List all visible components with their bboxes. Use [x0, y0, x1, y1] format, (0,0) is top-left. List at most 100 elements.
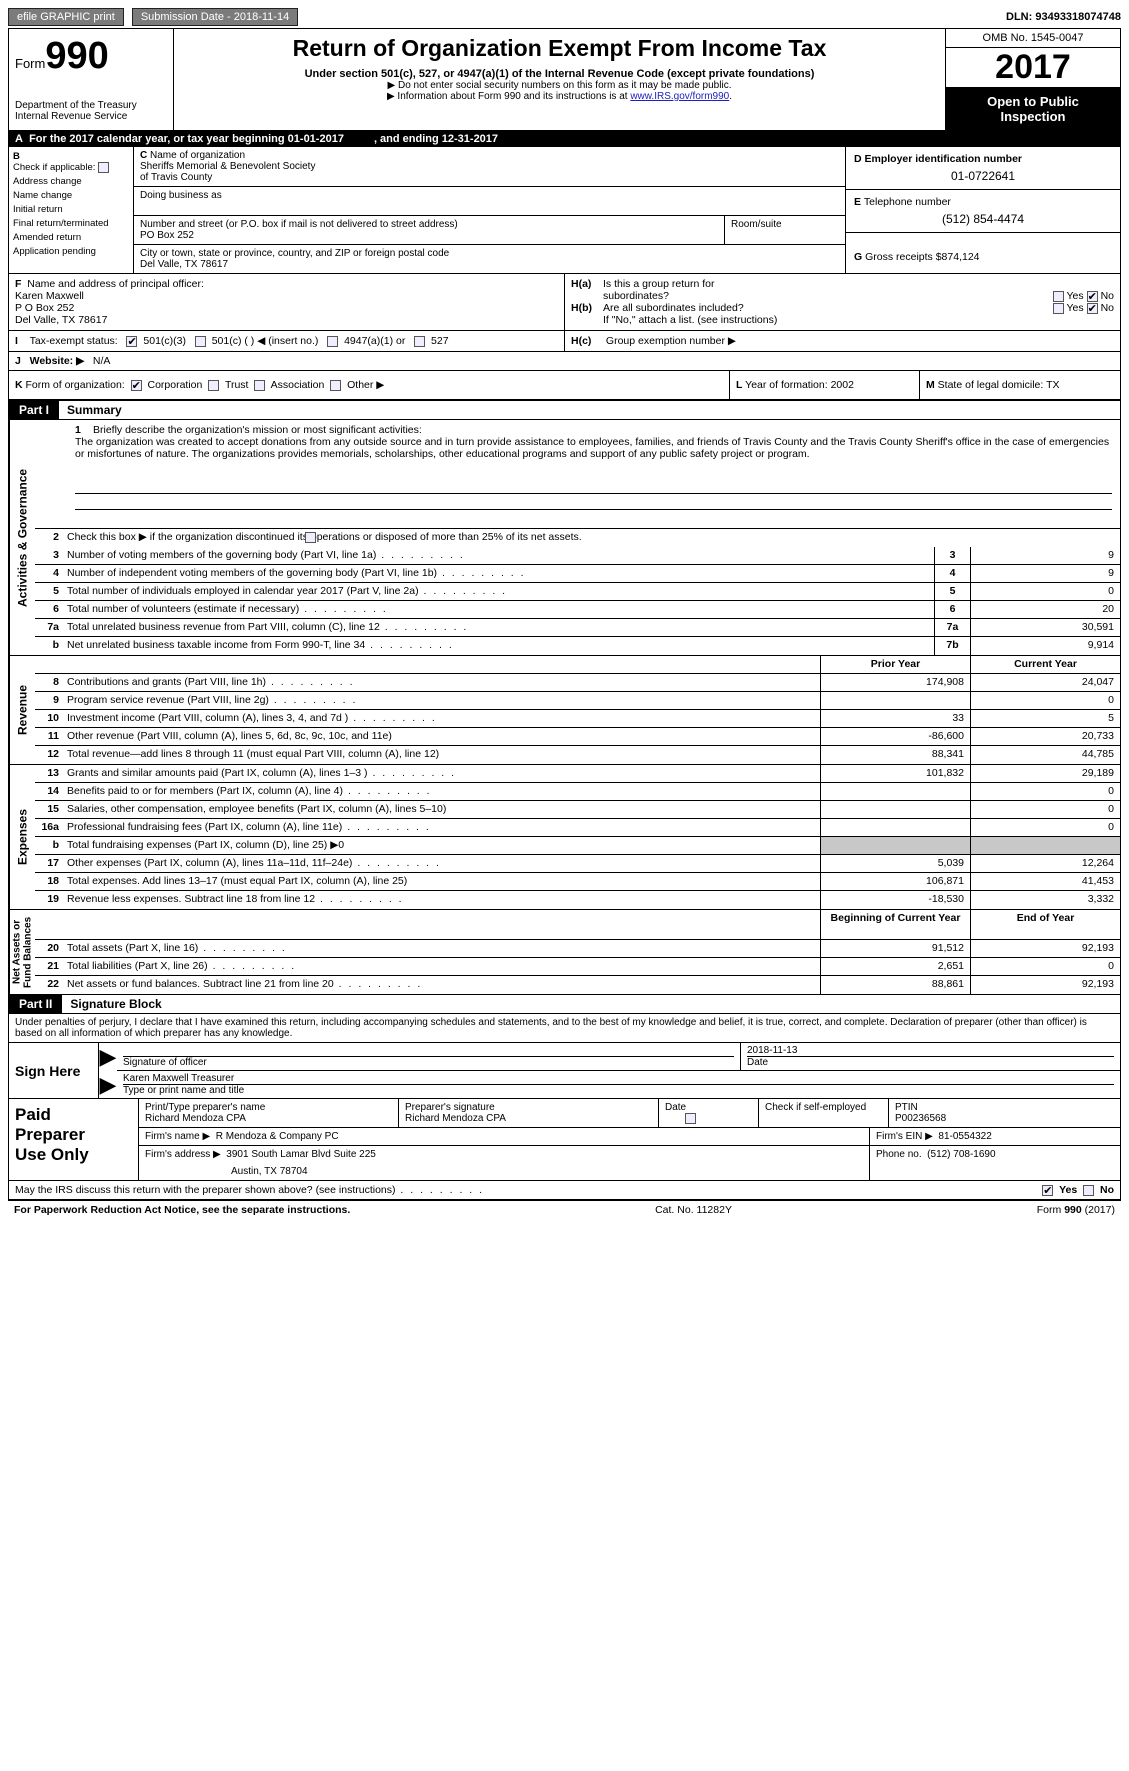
line-10-curr: 5 [970, 710, 1120, 727]
efile-button[interactable]: efile GRAPHIC print [8, 8, 124, 26]
line-7a-value: 30,591 [970, 619, 1120, 636]
col-b: B Check if applicable: Address change Na… [9, 147, 134, 273]
lbl-address-change: Address change [13, 176, 129, 187]
sign-here-label: Sign Here [9, 1043, 99, 1098]
line-8-prior: 174,908 [820, 674, 970, 691]
firm-name-value: R Mendoza & Company PC [216, 1131, 339, 1142]
top-bar: efile GRAPHIC print Submission Date - 20… [8, 8, 1121, 26]
line-20-curr: 92,193 [970, 940, 1120, 957]
website-label: Website: ▶ [30, 355, 85, 367]
line-18-prior: 106,871 [820, 873, 970, 890]
street-value: PO Box 252 [140, 230, 718, 241]
line-7a-text: Total unrelated business revenue from Pa… [63, 619, 934, 636]
state-domicile-label: State of legal domicile: [938, 379, 1044, 391]
paid-preparer-label: Paid Preparer Use Only [9, 1099, 139, 1180]
line-12-curr: 44,785 [970, 746, 1120, 764]
arrow-icon: ▶ [99, 1071, 117, 1098]
prep-sig-value: Richard Mendoza CPA [405, 1113, 652, 1124]
line-9-text: Program service revenue (Part VIII, line… [63, 692, 820, 709]
irs-link[interactable]: www.IRS.gov/form990 [630, 91, 729, 102]
row-a: A For the 2017 calendar year, or tax yea… [9, 131, 1120, 147]
lbl-amended-return: Amended return [13, 232, 129, 243]
state-domicile-value: TX [1046, 379, 1059, 391]
line-21-prior: 2,651 [820, 958, 970, 975]
city-value: Del Valle, TX 78617 [140, 259, 839, 270]
chk-501c[interactable] [195, 336, 206, 347]
line-3-value: 9 [970, 547, 1120, 564]
chk-527[interactable] [414, 336, 425, 347]
ha-no-checkbox[interactable] [1087, 291, 1098, 302]
line-13-text: Grants and similar amounts paid (Part IX… [63, 765, 820, 782]
line-6-value: 20 [970, 601, 1120, 618]
chk-other[interactable] [330, 380, 341, 391]
line-16a-curr: 0 [970, 819, 1120, 836]
open-to-public: Open to Public Inspection [946, 88, 1120, 130]
line-13-prior: 101,832 [820, 765, 970, 782]
line-14-prior [820, 783, 970, 800]
line-20-text: Total assets (Part X, line 16) [63, 940, 820, 957]
firm-name-label: Firm's name ▶ [145, 1131, 210, 1142]
line-17-curr: 12,264 [970, 855, 1120, 872]
line-15-curr: 0 [970, 801, 1120, 818]
line-3-text: Number of voting members of the governin… [63, 547, 934, 564]
sig-date-label: Date [747, 1057, 768, 1068]
discuss-no-checkbox[interactable] [1083, 1185, 1094, 1196]
chk-501c3[interactable] [126, 336, 137, 347]
no-label: No [1101, 290, 1114, 302]
mission-text: The organization was created to accept d… [75, 436, 1112, 478]
hb-yes-checkbox[interactable] [1053, 303, 1064, 314]
line-15-text: Salaries, other compensation, employee b… [63, 801, 820, 818]
lbl-app-pending: Application pending [13, 246, 129, 257]
side-net-assets: Net Assets or Fund Balances [9, 910, 35, 994]
line-22-prior: 88,861 [820, 976, 970, 994]
firm-addr1-value: 3901 South Lamar Blvd Suite 225 [226, 1149, 376, 1160]
line-19-text: Revenue less expenses. Subtract line 18 … [63, 891, 820, 909]
sig-officer-label: Signature of officer [123, 1057, 207, 1068]
prep-selfemp-label: Check if self-employed [765, 1102, 866, 1113]
chk-corp[interactable] [131, 380, 142, 391]
line-22-curr: 92,193 [970, 976, 1120, 994]
chk-line2[interactable] [305, 532, 316, 543]
discuss-text: May the IRS discuss this return with the… [15, 1184, 484, 1196]
line-11-curr: 20,733 [970, 728, 1120, 745]
arrow-icon: ▶ [99, 1043, 117, 1071]
phone-label: Telephone number [864, 196, 951, 208]
line-18-text: Total expenses. Add lines 13–17 (must eq… [63, 873, 820, 890]
lbl-final-return: Final return/terminated [13, 218, 129, 229]
firm-addr2-value: Austin, TX 78704 [145, 1160, 863, 1177]
check-applicable-label: Check if applicable: [13, 162, 95, 173]
line-15-prior [820, 801, 970, 818]
name-of-org-label: Name of organization [150, 150, 245, 161]
prep-name-value: Richard Mendoza CPA [145, 1113, 392, 1124]
line-19-prior: -18,530 [820, 891, 970, 909]
line-12-text: Total revenue—add lines 8 through 11 (mu… [63, 746, 820, 764]
dba-label: Doing business as [140, 190, 839, 201]
chk-self-employed[interactable] [685, 1113, 696, 1124]
year-formation-label: Year of formation: [745, 379, 828, 391]
line-22-text: Net assets or fund balances. Subtract li… [63, 976, 820, 994]
form-subtitle-3a: ▶ Information about Form 990 and its ins… [387, 91, 630, 102]
form-subtitle-3b: . [729, 91, 732, 102]
line-17-text: Other expenses (Part IX, column (A), lin… [63, 855, 820, 872]
line-18-curr: 41,453 [970, 873, 1120, 890]
sig-name-value: Karen Maxwell Treasurer [123, 1073, 1114, 1085]
line-14-text: Benefits paid to or for members (Part IX… [63, 783, 820, 800]
chk-trust[interactable] [208, 380, 219, 391]
chk-4947[interactable] [327, 336, 338, 347]
discuss-yes-checkbox[interactable] [1042, 1185, 1053, 1196]
hb-no-checkbox[interactable] [1087, 303, 1098, 314]
submission-date: Submission Date - 2018-11-14 [132, 8, 298, 26]
side-activities-governance: Activities & Governance [9, 420, 35, 655]
line-13-curr: 29,189 [970, 765, 1120, 782]
line-4-text: Number of independent voting members of … [63, 565, 934, 582]
checkbox-blank[interactable] [98, 162, 109, 173]
line-7b-value: 9,914 [970, 637, 1120, 655]
tax-year: 2017 [946, 48, 1120, 88]
yes-label: Yes [1067, 290, 1084, 302]
line-2-text: Check this box ▶ if the organization dis… [67, 531, 582, 543]
ha-yes-checkbox[interactable] [1053, 291, 1064, 302]
hc-label: Group exemption number ▶ [606, 335, 736, 347]
chk-assoc[interactable] [254, 380, 265, 391]
website-value: N/A [93, 355, 111, 367]
line-12-prior: 88,341 [820, 746, 970, 764]
